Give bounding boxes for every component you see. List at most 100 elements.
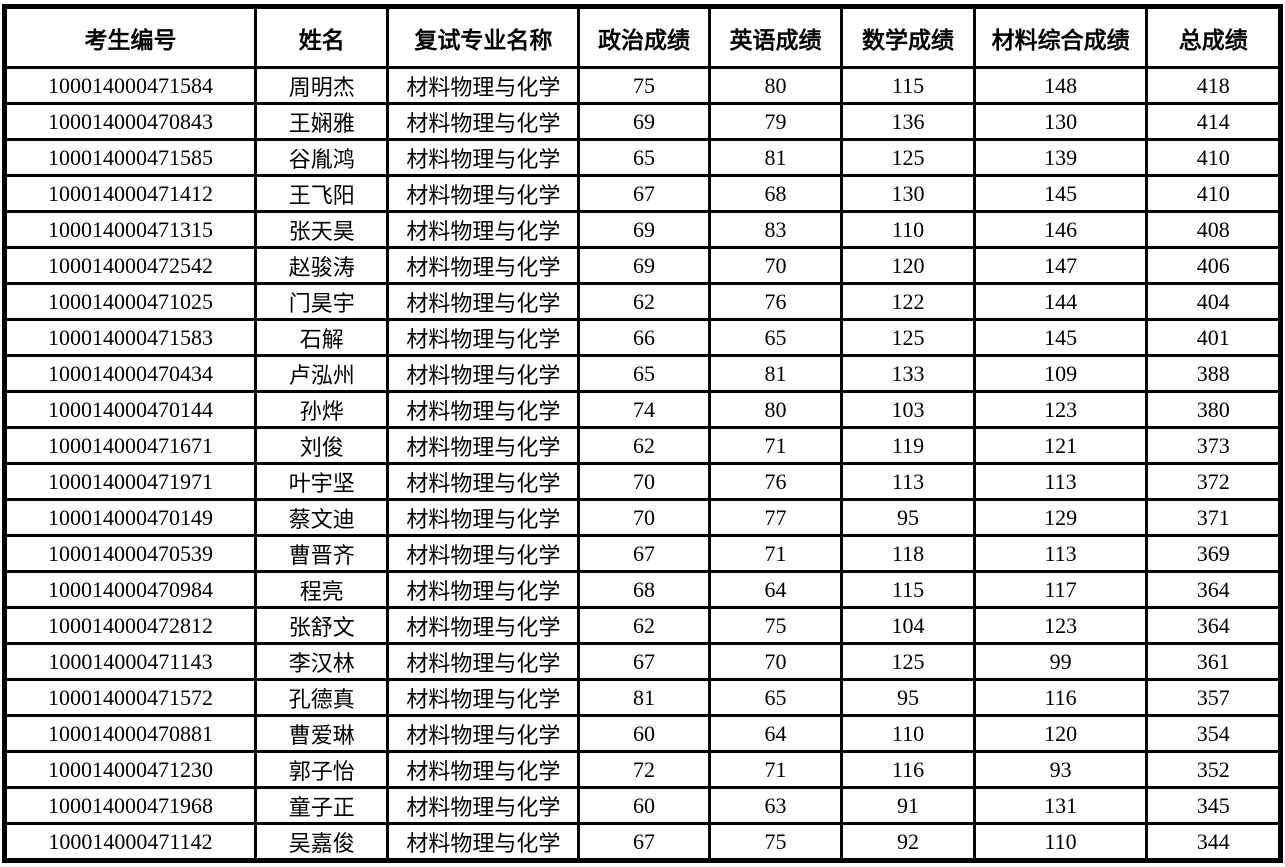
cell: 119 (840, 426, 976, 465)
cell: 100014000471971 (3, 462, 257, 501)
cell: 418 (1145, 66, 1282, 105)
cell: 材料物理与化学 (386, 426, 581, 465)
cell: 80 (707, 66, 844, 105)
cell: 材料物理与化学 (386, 210, 581, 249)
cell: 110 (840, 210, 976, 249)
cell: 103 (840, 390, 976, 429)
table-row: 100014000471315 张天昊 材料物理与化学 69 83 110 146 408 (3, 210, 1282, 249)
cell: 95 (840, 498, 976, 537)
cell: 118 (840, 534, 976, 573)
cell: 373 (1145, 426, 1282, 465)
cell: 92 (840, 822, 976, 862)
cell: 64 (707, 714, 844, 753)
cell: 65 (577, 354, 711, 393)
cell: 郭子怡 (253, 750, 390, 789)
cell: 100014000471583 (3, 318, 257, 357)
cell: 100014000471143 (3, 642, 257, 681)
cell: 77 (707, 498, 844, 537)
cell: 曹爱琳 (253, 714, 390, 753)
cell: 材料物理与化学 (386, 246, 581, 285)
table-row: 100014000470843 王娴雅 材料物理与化学 69 79 136 130 414 (3, 102, 1282, 141)
table-row: 100014000471412 王飞阳 材料物理与化学 67 68 130 145 410 (3, 174, 1282, 213)
table-row: 100014000471584 周明杰 材料物理与化学 75 80 115 148 418 (3, 66, 1282, 105)
cell: 372 (1145, 462, 1282, 501)
cell: 60 (577, 786, 711, 825)
cell: 388 (1145, 354, 1282, 393)
cell: 406 (1145, 246, 1282, 285)
cell: 404 (1145, 282, 1282, 321)
cell: 354 (1145, 714, 1282, 753)
cell: 100014000470881 (3, 714, 257, 753)
column-header: 材料综合成绩 (972, 5, 1149, 69)
column-header: 考生编号 (3, 5, 257, 69)
cell: 68 (577, 570, 711, 609)
cell: 110 (840, 714, 976, 753)
cell: 120 (840, 246, 976, 285)
cell: 100014000471230 (3, 750, 257, 789)
cell: 100014000471572 (3, 678, 257, 717)
table-row: 100014000470149 蔡文迪 材料物理与化学 70 77 95 129 371 (3, 498, 1282, 537)
cell: 410 (1145, 138, 1282, 177)
cell: 100014000470434 (3, 354, 257, 393)
cell: 100014000471412 (3, 174, 257, 213)
table-row: 100014000471572 孔德真 材料物理与化学 81 65 95 116 357 (3, 678, 1282, 717)
column-header: 复试专业名称 (386, 5, 581, 69)
cell: 109 (972, 354, 1149, 393)
cell: 材料物理与化学 (386, 138, 581, 177)
cell: 70 (577, 498, 711, 537)
cell: 100014000471315 (3, 210, 257, 249)
cell: 145 (972, 174, 1149, 213)
cell: 95 (840, 678, 976, 717)
cell: 65 (707, 678, 844, 717)
cell: 148 (972, 66, 1149, 105)
cell: 104 (840, 606, 976, 645)
cell: 张天昊 (253, 210, 390, 249)
cell: 材料物理与化学 (386, 678, 581, 717)
cell: 110 (972, 822, 1149, 862)
cell: 408 (1145, 210, 1282, 249)
cell: 145 (972, 318, 1149, 357)
cell: 曹晋齐 (253, 534, 390, 573)
cell: 100014000471025 (3, 282, 257, 321)
cell: 100014000471968 (3, 786, 257, 825)
cell: 93 (972, 750, 1149, 789)
cell: 72 (577, 750, 711, 789)
cell: 材料物理与化学 (386, 606, 581, 645)
cell: 91 (840, 786, 976, 825)
cell: 70 (707, 246, 844, 285)
cell: 357 (1145, 678, 1282, 717)
cell: 赵骏涛 (253, 246, 390, 285)
cell: 材料物理与化学 (386, 642, 581, 681)
cell: 364 (1145, 570, 1282, 609)
cell: 叶宇坚 (253, 462, 390, 501)
cell: 414 (1145, 102, 1282, 141)
cell: 83 (707, 210, 844, 249)
table-header: 考生编号 姓名 复试专业名称 政治成绩 英语成绩 数学成绩 材料综合成绩 总成绩 (3, 5, 1282, 69)
table-row: 100014000471585 谷胤鸿 材料物理与化学 65 81 125 139 410 (3, 138, 1282, 177)
cell: 材料物理与化学 (386, 462, 581, 501)
cell: 71 (707, 534, 844, 573)
cell: 材料物理与化学 (386, 102, 581, 141)
cell: 69 (577, 246, 711, 285)
cell: 62 (577, 282, 711, 321)
cell: 113 (840, 462, 976, 501)
cell: 122 (840, 282, 976, 321)
cell: 130 (972, 102, 1149, 141)
cell: 401 (1145, 318, 1282, 357)
cell: 材料物理与化学 (386, 318, 581, 357)
cell: 74 (577, 390, 711, 429)
cell: 125 (840, 318, 976, 357)
cell: 130 (840, 174, 976, 213)
cell: 115 (840, 570, 976, 609)
cell: 65 (577, 138, 711, 177)
table-row: 100014000470539 曹晋齐 材料物理与化学 67 71 118 113 369 (3, 534, 1282, 573)
table-row: 100014000471143 李汉林 材料物理与化学 67 70 125 99 361 (3, 642, 1282, 681)
table-row: 100014000470881 曹爱琳 材料物理与化学 60 64 110 120 354 (3, 714, 1282, 753)
cell: 65 (707, 318, 844, 357)
table-row: 100014000470984 程亮 材料物理与化学 68 64 115 117 364 (3, 570, 1282, 609)
cell: 75 (707, 822, 844, 862)
cell: 70 (707, 642, 844, 681)
cell: 147 (972, 246, 1149, 285)
cell: 371 (1145, 498, 1282, 537)
table-row: 100014000471025 门昊宇 材料物理与化学 62 76 122 144 404 (3, 282, 1282, 321)
